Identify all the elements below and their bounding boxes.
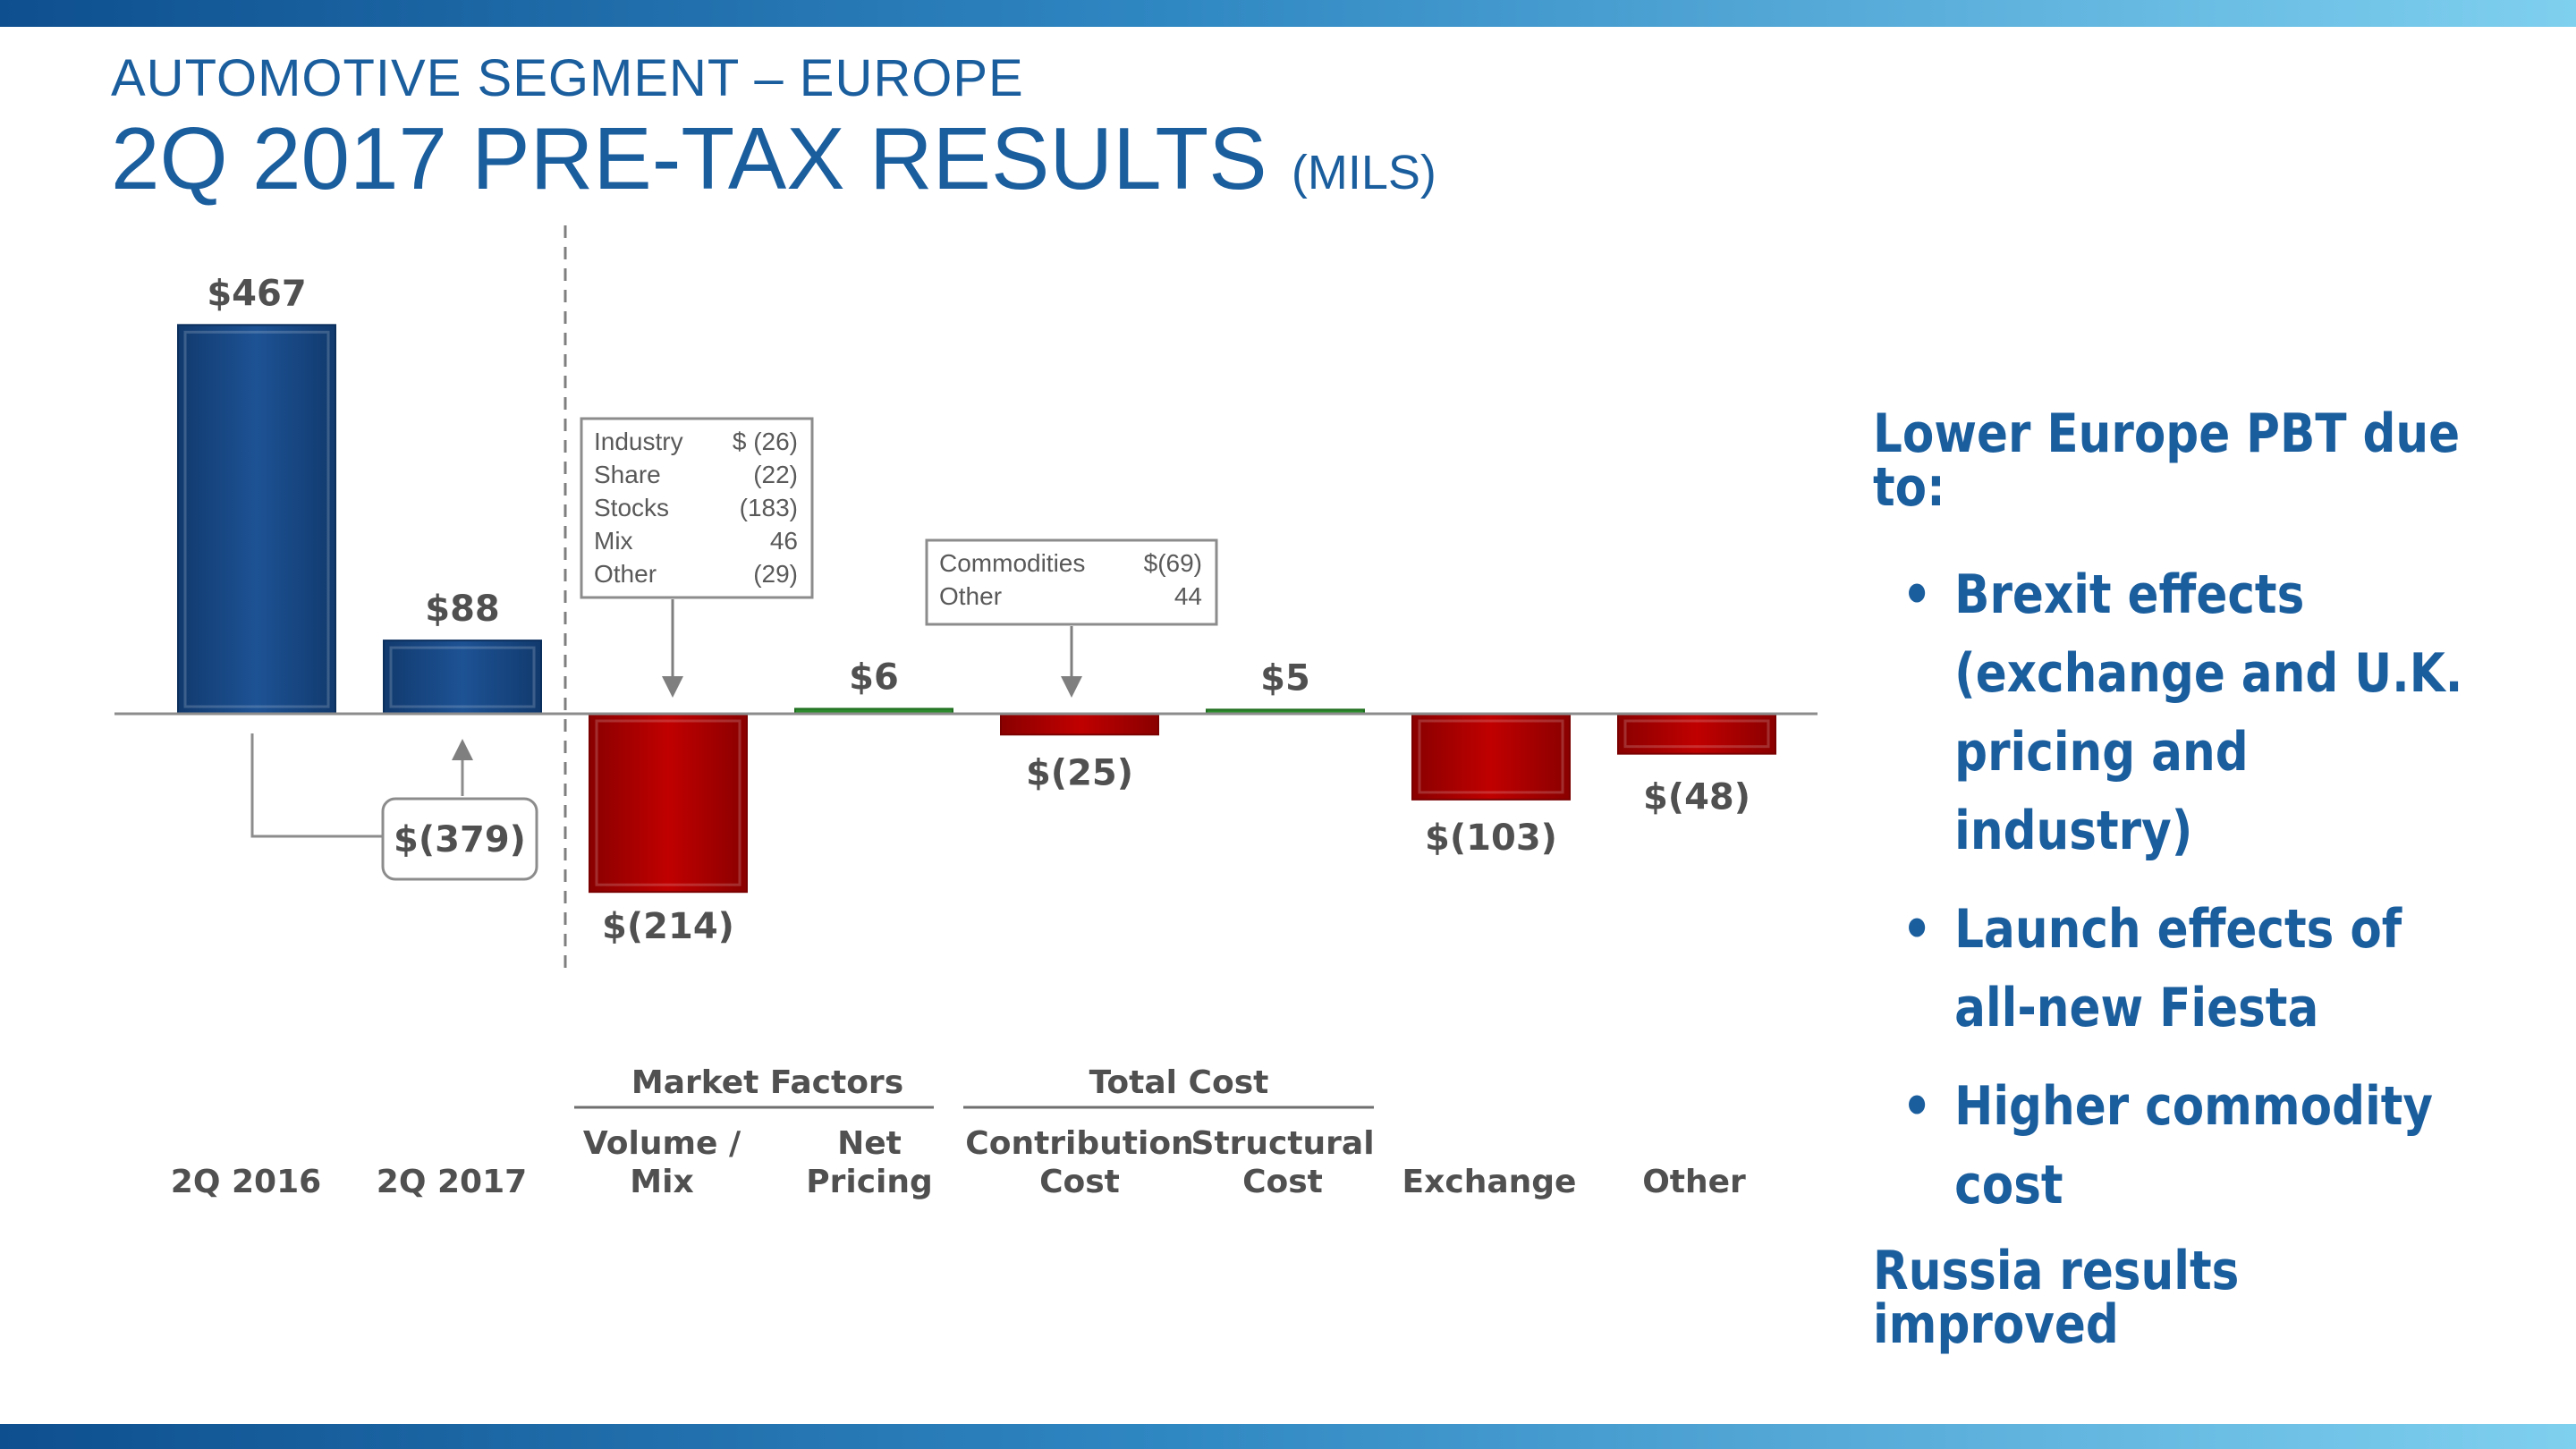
category-label: 2Q 2016 <box>171 1164 321 1200</box>
bar-7 <box>1617 713 1776 755</box>
value-label-7: $(48) <box>1643 777 1750 818</box>
callout-row-value: $(69) <box>1144 549 1202 577</box>
callout-box-0 <box>580 417 814 599</box>
connector-line <box>250 733 385 838</box>
bullet-marker: • <box>1902 898 1932 961</box>
bullet-line: Launch effects of <box>1954 898 2402 961</box>
callout-row-value: $ (26) <box>733 428 798 455</box>
category-label: Mix <box>630 1164 693 1200</box>
bullet-line: (exchange and U.K. <box>1954 642 2463 705</box>
callout-row-label: Other <box>939 582 1002 610</box>
bar-bevel-0 <box>183 330 330 708</box>
bottom-gradient-band <box>0 1424 2576 1449</box>
category-label: Cost <box>1039 1164 1120 1200</box>
callout-row-label: Mix <box>594 527 633 555</box>
callout-row-value: 44 <box>1174 582 1202 610</box>
explanation-panel: Lower Europe PBT due to: • Brexit effects… <box>1873 407 2465 1352</box>
change-box <box>381 797 538 881</box>
value-label-4: $(25) <box>1026 752 1133 793</box>
callout-row-label: Share <box>594 461 661 488</box>
category-label: Other <box>1642 1164 1746 1200</box>
bar-bevel-2 <box>595 719 741 886</box>
callout-row-value: (183) <box>740 494 798 521</box>
bar-bevel-6 <box>1418 719 1564 794</box>
category-label: Net <box>837 1125 902 1162</box>
bullet-line: Brexit effects <box>1954 564 2305 626</box>
bullet-line: pricing and industry) <box>1954 721 2249 862</box>
category-label: Structural <box>1191 1125 1374 1162</box>
group-label: Total Cost <box>1089 1064 1269 1101</box>
category-label: Pricing <box>806 1164 933 1200</box>
bullet-line: Higher commodity cost <box>1954 1075 2434 1216</box>
value-label-2: $(214) <box>602 906 734 947</box>
category-label: Cost <box>1242 1164 1323 1200</box>
value-label-3: $6 <box>849 657 899 698</box>
slide-title-unit: (MILS) <box>1291 146 1436 199</box>
bar-4 <box>1000 713 1159 736</box>
callout-row-label: Stocks <box>594 494 669 521</box>
category-label: Contribution <box>965 1125 1193 1162</box>
callout-row-label: Commodities <box>939 549 1085 577</box>
explanation-bullet: • Higher commodity cost <box>1873 1067 2465 1224</box>
value-label-0: $467 <box>207 273 306 314</box>
bullet-marker: • <box>1902 1075 1932 1138</box>
bar-1 <box>383 640 542 715</box>
value-label-6: $(103) <box>1425 818 1557 859</box>
value-label-5: $5 <box>1260 657 1310 699</box>
callout-row-value: 46 <box>770 527 798 555</box>
change-box-label: $(379) <box>394 819 526 860</box>
slide-title-text: 2Q 2017 PRE-TAX RESULTS <box>111 109 1267 208</box>
bar-bevel-7 <box>1623 719 1770 749</box>
bar-0 <box>177 324 336 715</box>
explanation-bullet: • Launch effects of all-new Fiesta <box>1873 890 2465 1047</box>
bar-2 <box>589 713 748 894</box>
explanation-footer: Russia results improved <box>1873 1240 2240 1356</box>
slide-title: 2Q 2017 PRE-TAX RESULTS (MILS) <box>111 114 1436 202</box>
callout-row-label: Industry <box>594 428 683 455</box>
explanation-bullet: • Brexit effects (exchange and U.K. pricing… <box>1873 555 2465 870</box>
bullet-marker: • <box>1902 564 1932 626</box>
bar-bevel-1 <box>389 646 536 708</box>
explanation-bullet-list: • Brexit effects (exchange and U.K. pricing… <box>1873 555 2465 1224</box>
bar-6 <box>1411 713 1571 801</box>
explanation-heading: Lower Europe PBT due to: <box>1873 402 2461 519</box>
callout-row-value: (29) <box>753 560 798 588</box>
callout-row-value: (22) <box>753 461 798 488</box>
category-label: Volume / <box>583 1125 741 1162</box>
group-label: Market Factors <box>631 1064 903 1101</box>
callout-row-label: Other <box>594 560 657 588</box>
category-label: Exchange <box>1402 1164 1577 1200</box>
value-label-1: $88 <box>425 589 500 630</box>
bullet-line: all-new Fiesta <box>1954 977 2319 1039</box>
top-gradient-band <box>0 0 2576 27</box>
category-label: 2Q 2017 <box>377 1164 527 1200</box>
slide-supertitle: AUTOMOTIVE SEGMENT – EUROPE <box>111 49 1024 107</box>
callout-box-1 <box>925 538 1218 626</box>
